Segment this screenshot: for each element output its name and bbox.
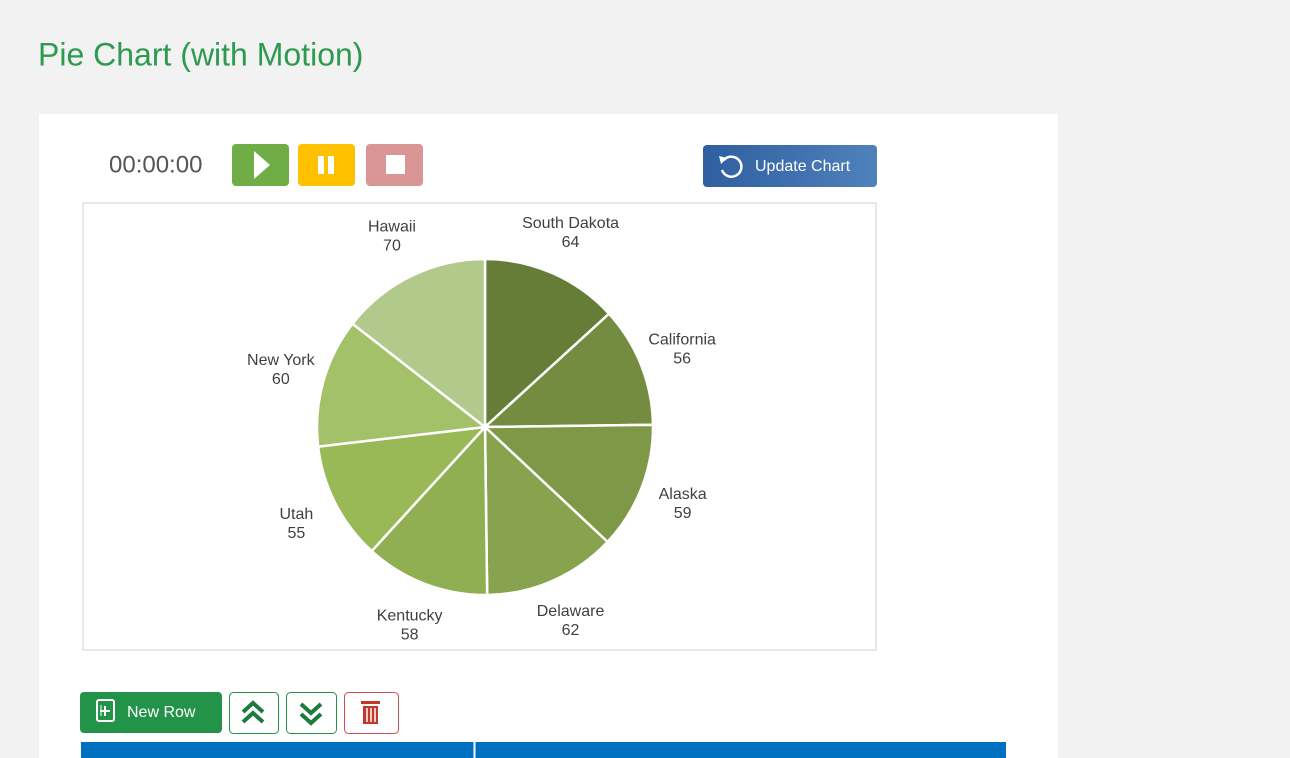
slice-value: 64 <box>562 234 580 251</box>
pie-chart: South Dakota 64 California 56 Alaska 59 Delawa… <box>247 215 716 643</box>
slice-value: 59 <box>674 505 692 522</box>
slice-label: New York <box>247 352 316 369</box>
pie-slice <box>481 423 655 544</box>
pie-slice <box>369 423 489 597</box>
pie-slice <box>316 425 489 553</box>
button-label: New Row <box>127 704 196 721</box>
new-row-button[interactable]: New Row <box>80 692 222 733</box>
slice-value: 60 <box>272 371 290 388</box>
slice-value: 55 <box>287 525 305 542</box>
move-down-button[interactable] <box>286 692 337 734</box>
slice-label: Utah <box>279 506 313 523</box>
pause-button[interactable] <box>298 144 355 186</box>
play-button[interactable] <box>232 144 289 186</box>
slice-label: Alaska <box>659 486 707 503</box>
slice-label: Delaware <box>537 603 605 620</box>
pie-slice <box>315 321 489 448</box>
slice-value: 56 <box>673 350 691 367</box>
update-chart-button[interactable]: Update Chart <box>703 145 877 187</box>
slice-value: 70 <box>383 238 401 255</box>
table-header <box>81 742 1006 758</box>
page-title: Pie Chart (with Motion) <box>38 36 363 72</box>
button-label: Update Chart <box>755 158 851 175</box>
move-up-button[interactable] <box>229 692 279 734</box>
pie-slice <box>483 424 610 597</box>
slice-label: South Dakota <box>522 215 619 232</box>
pie-slice <box>350 257 487 430</box>
stop-button[interactable] <box>366 144 423 186</box>
slice-label: Hawaii <box>368 219 416 236</box>
slice-label: California <box>648 331 716 348</box>
timer: 00:00:00 <box>109 151 202 178</box>
slice-value: 62 <box>562 622 580 639</box>
delete-button[interactable] <box>344 692 399 734</box>
pie-slice <box>483 257 611 430</box>
slice-label: Kentucky <box>377 607 443 624</box>
slice-value: 58 <box>401 626 419 643</box>
pie-slice <box>481 311 655 429</box>
